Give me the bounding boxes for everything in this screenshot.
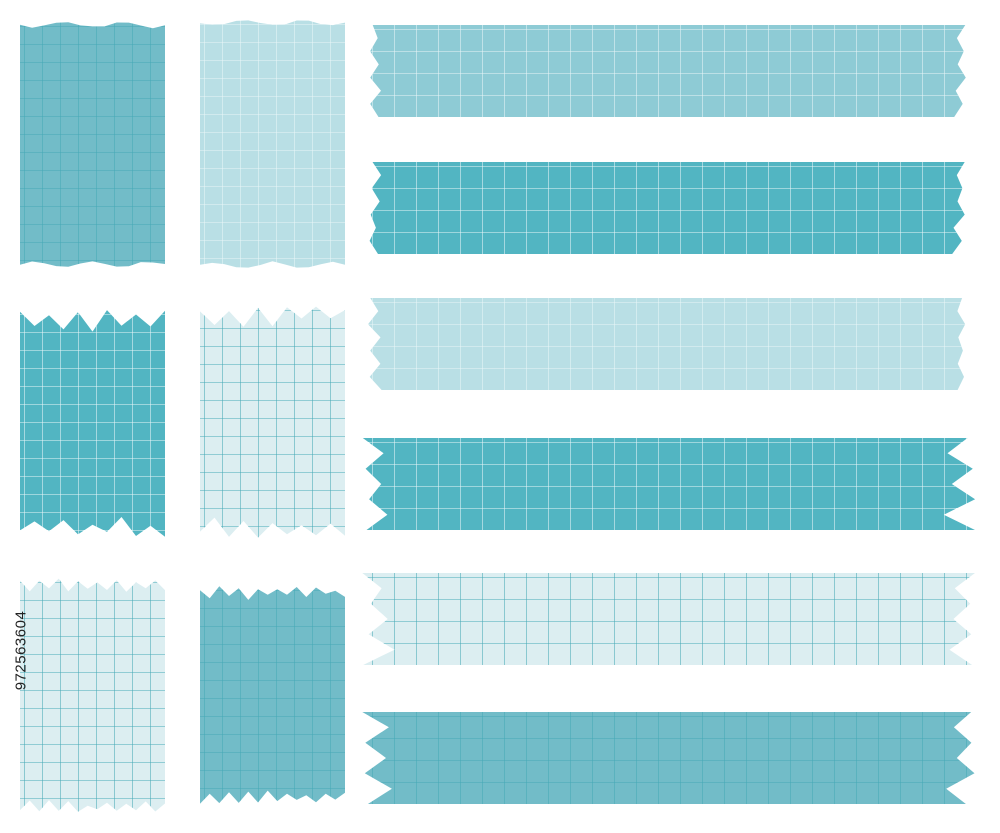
tape-horizontal-1 [370, 25, 966, 117]
tape-vertical-2 [200, 20, 345, 268]
tape-vertical-3 [20, 310, 165, 537]
tape-collection [20, 20, 976, 812]
tape-horizontal-3 [368, 298, 966, 390]
tape-vertical-5 [20, 578, 165, 812]
stock-image-id: 972563604 [4, 590, 38, 710]
tape-vertical-6 [200, 586, 345, 804]
tape-horizontal-2 [369, 162, 965, 254]
tape-horizontal-5 [362, 573, 975, 665]
stock-image-id-text: 972563604 [12, 610, 30, 690]
tape-horizontal-6 [362, 712, 975, 804]
tape-vertical-1 [20, 22, 165, 267]
tape-horizontal-4 [362, 438, 976, 530]
tape-vertical-4 [200, 306, 345, 538]
